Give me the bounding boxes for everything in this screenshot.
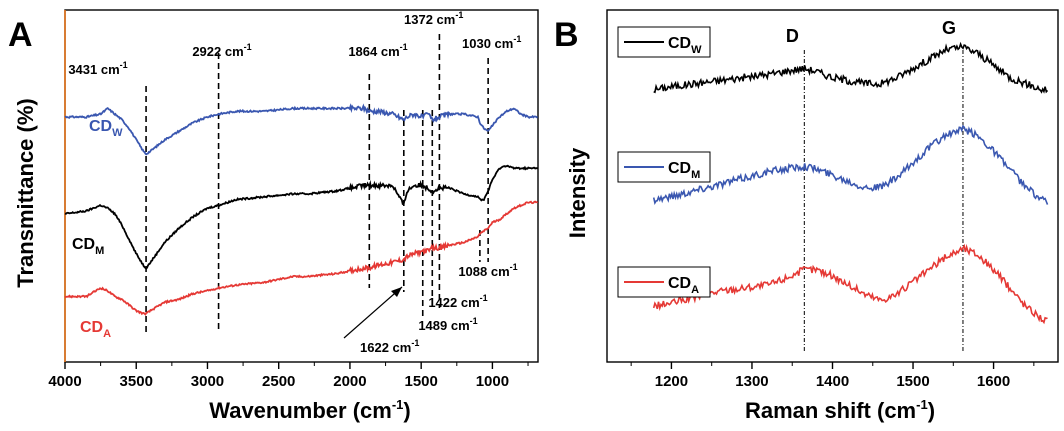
annotation-2922: 2922 cm-1 [192, 42, 251, 59]
panel-b-legend-cda: CDA [617, 266, 711, 298]
annotation-1489: 1489 cm-1 [418, 316, 477, 333]
series-line-cda [652, 243, 1048, 325]
series-line-cdm [652, 124, 1049, 205]
panel-b-legend-cdm: CDM [617, 151, 711, 183]
x-tick-label: 1000 [476, 373, 509, 390]
annotation-1864: 1864 cm-1 [348, 42, 407, 59]
panel-b-letter: B [554, 16, 579, 54]
panel-b-guides [803, 50, 964, 352]
legend-label: CDW [668, 35, 702, 56]
annotation-1030: 1030 cm-1 [462, 34, 521, 51]
legend-label: CDA [668, 275, 699, 296]
panel-a-label-cdw: CDW [89, 118, 123, 139]
panel-a-xticks: 4000 3500 3000 2500 2000 1500 1000 [48, 362, 529, 390]
annotation-3431: 3431 cm-1 [68, 60, 127, 77]
x-tick-label: 2000 [333, 373, 366, 390]
panel-b-xticks: 1200 1300 1400 1500 1600 [630, 362, 1035, 390]
x-tick-label: 1400 [816, 373, 849, 390]
panel-a-guides [145, 34, 489, 332]
panel-b-legend-cdw: CDW [617, 26, 711, 58]
panel-a-label-cda: CDA [80, 319, 111, 340]
series-line-cda [64, 200, 539, 316]
series-line-cdw [64, 103, 538, 156]
panel-a-letter: A [8, 16, 33, 54]
x-tick-label: 1600 [977, 373, 1010, 390]
x-tick-label: 3500 [120, 373, 153, 390]
x-tick-label: 1500 [404, 373, 437, 390]
panel-a-xlabel: Wavenumber (cm-1) [209, 397, 410, 423]
x-tick-label: 2500 [262, 373, 295, 390]
legend-label: CDM [668, 160, 700, 181]
panel-a-arrow-line [343, 286, 403, 339]
panel-b-xlabel: Raman shift (cm-1) [745, 397, 935, 423]
panel-a-annotations: 3431 cm-1 2922 cm-1 1864 cm-1 1372 cm-1 1030… [68, 10, 521, 355]
panel-a-ylabel: Transmittance (%) [13, 98, 38, 288]
annotation-1088: 1088 cm-1 [458, 262, 517, 279]
annotation-1372: 1372 cm-1 [404, 10, 463, 27]
annotation-1622: 1622 cm-1 [360, 338, 419, 355]
x-tick-label: 4000 [48, 373, 81, 390]
x-tick-label: 3000 [191, 373, 224, 390]
band-label-g: G [942, 18, 956, 38]
x-tick-label: 1200 [655, 373, 688, 390]
panel-a-label-cdm: CDM [72, 236, 104, 257]
x-tick-label: 1300 [735, 373, 768, 390]
panel-b-series [652, 41, 1049, 325]
annotation-1422: 1422 cm-1 [428, 293, 487, 310]
panel-b-frame [606, 9, 1059, 363]
panel-a-arrow-head [391, 287, 402, 297]
panel-a-ylabel-text: Transmittance (%) [13, 98, 38, 288]
band-label-d: D [786, 26, 799, 46]
panel-b-ylabel: Intensity [565, 147, 590, 238]
panel-a-series [64, 103, 539, 316]
series-line-cdw [653, 41, 1049, 94]
x-tick-label: 1500 [896, 373, 929, 390]
series-line-cdm [64, 164, 538, 270]
